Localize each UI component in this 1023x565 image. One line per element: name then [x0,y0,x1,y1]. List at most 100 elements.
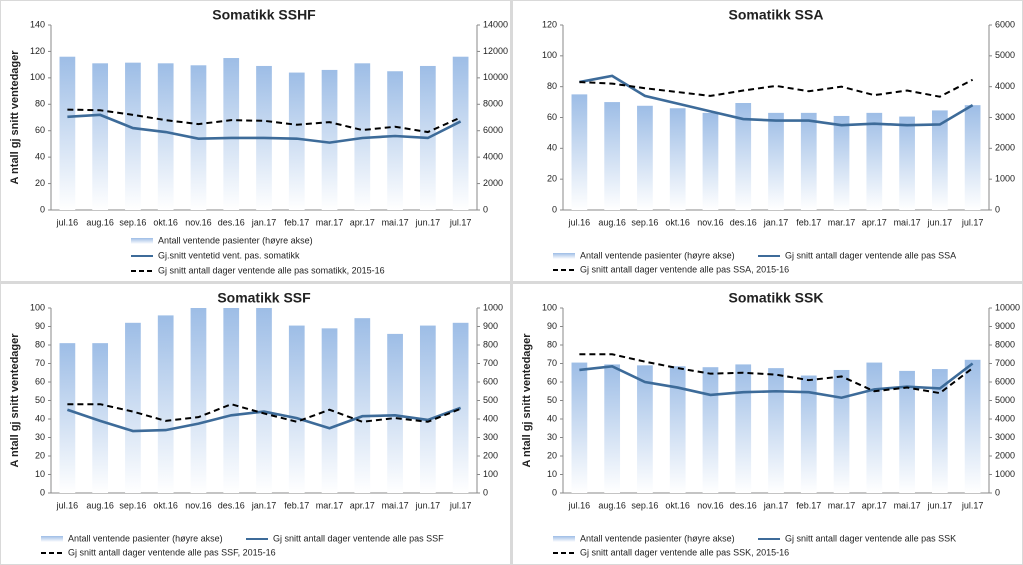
x-tick-label: mai.17 [382,500,409,510]
x-tick-label: okt.16 [665,217,690,227]
bar [571,362,588,493]
bar [387,71,403,210]
legend-label: Gj snitt antall dager ventende alle pas … [580,264,789,274]
bar [92,63,109,211]
line-series [579,78,974,98]
legend-label: Antall ventende pasienter (høyre akse) [68,533,223,543]
y-tick-label: 10 [547,469,557,479]
y-axis-title: A ntall gj snitt ventedager [9,50,21,185]
y-tick-label: 60 [35,376,45,386]
y2-tick-label: 8000 [483,99,503,109]
bar [899,116,915,210]
bar [223,58,240,211]
x-tick-label: mai.17 [894,217,921,227]
x-tick-label: feb.17 [284,217,309,227]
y2-tick-label: 7000 [995,358,1015,368]
x-tick-label: mai.17 [894,500,921,510]
x-tick-label: jul.17 [449,500,472,510]
x-tick-label: des.16 [218,217,245,227]
y-tick-label: 40 [35,152,45,162]
bar [288,72,305,210]
x-tick-label: sep.16 [119,500,146,510]
y-tick-label: 50 [35,395,45,405]
bar [931,110,948,210]
y2-tick-label: 10000 [483,72,508,82]
legend-label: Gj snitt antall dager ventende alle pas … [273,533,444,543]
bar [157,63,174,211]
y2-tick-label: 800 [483,339,498,349]
x-tick-label: okt.16 [153,500,178,510]
y2-tick-label: 8000 [995,339,1015,349]
y2-tick-label: 0 [995,204,1000,214]
y-tick-label: 100 [542,302,557,312]
y-tick-label: 60 [547,112,557,122]
bar [223,308,240,493]
bar [866,112,883,210]
x-tick-label: jun.17 [415,217,441,227]
y-tick-label: 20 [35,178,45,188]
chart-panel: Somatikk SSF A ntall gj snitt ventedager 0… [1,284,510,564]
y2-tick-label: 2000 [995,143,1015,153]
x-tick-label: apr.17 [350,217,375,227]
chart-title: Somatikk SSK [729,290,824,306]
x-tick-label: aug.16 [86,500,114,510]
x-tick-label: feb.17 [284,500,309,510]
x-tick-label: apr.17 [862,500,887,510]
chart-panel: Somatikk SSA 0 20 40 60 80 100 120 0 1000 2000 3000… [513,1,1022,281]
legend-label: Antall ventende pasienter (høyre akse) [580,250,735,260]
bar [735,103,752,210]
y-tick-label: 60 [547,376,557,386]
bar [125,62,141,211]
chart-title: Somatikk SSHF [212,7,316,23]
bar [669,108,686,210]
x-tick-label: des.16 [218,500,245,510]
y2-tick-label: 100 [483,469,498,479]
y2-tick-label: 9000 [995,321,1015,331]
y-tick-label: 30 [547,432,557,442]
x-tick-label: jan.17 [251,217,277,227]
y2-tick-label: 2000 [483,178,503,188]
line-series [67,113,462,144]
y2-tick-label: 2000 [995,450,1015,460]
y2-tick-label: 900 [483,321,498,331]
bar [604,364,621,493]
bar [571,94,588,210]
x-tick-label: mar.17 [316,217,344,227]
bar [354,63,371,211]
y2-tick-label: 4000 [483,152,503,162]
y2-tick-label: 4000 [995,81,1015,91]
bar [321,69,338,210]
y2-tick-label: 300 [483,432,498,442]
x-tick-label: jan.17 [251,500,277,510]
chart-panel: Somatikk SSK A ntall gj snitt ventedager 0… [513,284,1022,564]
legend-label: Gj snitt antall dager ventende alle pas … [785,533,956,543]
legend-label: Antall ventende pasienter (høyre akse) [580,533,735,543]
y-tick-label: 60 [35,125,45,135]
x-tick-label: aug.16 [598,217,626,227]
x-tick-label: des.16 [730,217,757,227]
legend-label: Gj snitt antall dager ventende alle pas … [580,547,789,557]
bar [702,367,719,493]
y2-tick-label: 5000 [995,395,1015,405]
y2-tick-label: 6000 [995,19,1015,29]
x-tick-label: sep.16 [631,500,658,510]
bar [419,325,436,493]
x-tick-label: okt.16 [665,500,690,510]
y2-tick-label: 700 [483,358,498,368]
bar [669,366,686,493]
legend-label: Gj snitt antall dager ventende alle pas … [785,250,956,260]
bar [768,112,784,210]
y-axis-title: A ntall gj snitt ventedager [9,333,21,468]
x-tick-label: jan.17 [763,500,789,510]
bar [288,325,305,493]
legend-swatch [553,253,575,259]
bar [157,315,174,493]
y2-tick-label: 200 [483,450,498,460]
y2-tick-label: 6000 [995,376,1015,386]
legend-label: Gj snitt antall dager ventende alle pas … [68,547,276,557]
x-tick-label: nov.16 [185,217,211,227]
bar [735,364,752,493]
chart-title: Somatikk SSF [217,290,311,306]
bar [92,343,109,493]
